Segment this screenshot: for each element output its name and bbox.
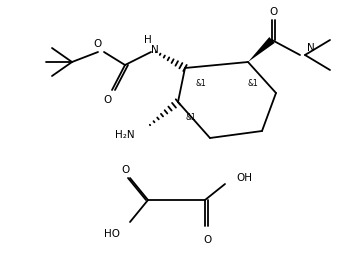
- Text: &1: &1: [195, 79, 206, 88]
- Text: O: O: [269, 7, 277, 17]
- Text: &1: &1: [186, 114, 197, 123]
- Text: &1: &1: [248, 79, 259, 88]
- Text: O: O: [104, 95, 112, 105]
- Text: N: N: [307, 43, 315, 53]
- Polygon shape: [248, 37, 275, 62]
- Text: HO: HO: [104, 229, 120, 239]
- Text: O: O: [122, 165, 130, 175]
- Text: H: H: [144, 35, 152, 45]
- Text: H₂N: H₂N: [115, 130, 135, 140]
- Text: O: O: [93, 39, 101, 49]
- Text: OH: OH: [236, 173, 252, 183]
- Text: N: N: [151, 45, 159, 55]
- Text: O: O: [203, 235, 211, 245]
